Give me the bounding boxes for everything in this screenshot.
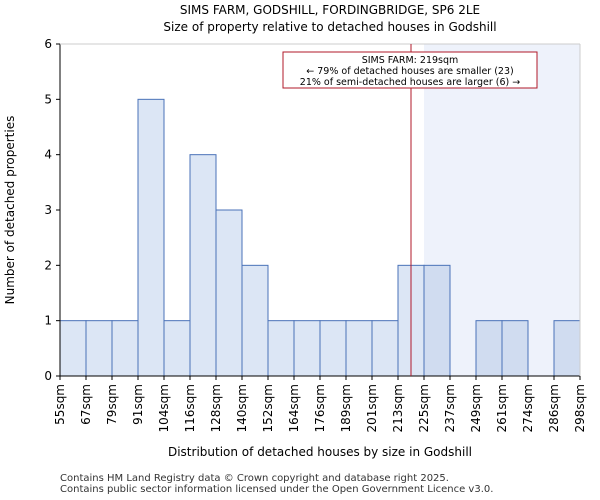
bar-91sqm xyxy=(137,98,165,377)
footer-line-1: Contains HM Land Registry data © Crown c… xyxy=(60,473,449,484)
annotation-line-3: 21% of semi-detached houses are larger (… xyxy=(300,77,520,88)
bar-104sqm xyxy=(163,320,191,377)
x-tick-label-274sqm: 274sqm xyxy=(521,384,535,432)
bar-201sqm xyxy=(371,320,399,377)
x-tick-label-164sqm: 164sqm xyxy=(287,384,301,432)
x-tick-label-286sqm: 286sqm xyxy=(547,384,561,432)
bar-67sqm xyxy=(85,320,113,377)
bar-225sqm xyxy=(423,264,451,377)
y-tick-label: 1 xyxy=(44,314,52,328)
x-tick-label-225sqm: 225sqm xyxy=(417,384,431,432)
x-tick-label-237sqm: 237sqm xyxy=(443,384,457,432)
bar-164sqm xyxy=(293,320,321,377)
y-tick-label: 3 xyxy=(44,203,52,217)
bar-116sqm xyxy=(189,154,217,377)
x-tick-label-213sqm: 213sqm xyxy=(391,384,405,432)
chart-title: SIMS FARM, GODSHILL, FORDINGBRIDGE, SP6 … xyxy=(180,3,480,17)
x-tick-label-67sqm: 67sqm xyxy=(79,384,93,425)
chart-subtitle: Size of property relative to detached ho… xyxy=(163,20,496,34)
x-tick-label-55sqm: 55sqm xyxy=(53,384,67,425)
bar-79sqm xyxy=(111,320,139,377)
annotation-line-2: ← 79% of detached houses are smaller (23… xyxy=(306,66,513,77)
y-tick-label: 5 xyxy=(44,92,52,106)
y-tick-label: 6 xyxy=(44,37,52,51)
x-tick-label-152sqm: 152sqm xyxy=(261,384,275,432)
y-tick-label: 0 xyxy=(44,369,52,383)
bar-55sqm xyxy=(59,320,87,377)
bar-261sqm xyxy=(501,320,529,377)
x-axis-label: Distribution of detached houses by size … xyxy=(168,445,472,459)
footer-line-2: Contains public sector information licen… xyxy=(60,484,494,495)
x-tick-label-79sqm: 79sqm xyxy=(105,384,119,425)
x-tick-label-104sqm: 104sqm xyxy=(157,384,171,432)
bar-189sqm xyxy=(345,320,373,377)
x-tick-label-116sqm: 116sqm xyxy=(183,384,197,432)
x-tick-label-128sqm: 128sqm xyxy=(209,384,223,432)
y-axis-label: Number of detached properties xyxy=(3,116,17,305)
bar-249sqm xyxy=(475,320,503,377)
annotation-line-1: SIMS FARM: 219sqm xyxy=(362,55,459,66)
bar-176sqm xyxy=(319,320,347,377)
x-tick-label-140sqm: 140sqm xyxy=(235,384,249,432)
annotation-box xyxy=(282,51,538,89)
bar-152sqm xyxy=(267,320,295,377)
bar-286sqm xyxy=(553,320,581,377)
y-tick-label: 4 xyxy=(44,148,52,162)
x-tick-label-298sqm: 298sqm xyxy=(573,384,587,432)
x-tick-label-201sqm: 201sqm xyxy=(365,384,379,432)
x-tick-label-249sqm: 249sqm xyxy=(469,384,483,432)
x-tick-label-261sqm: 261sqm xyxy=(495,384,509,432)
plot-area: 0 1 2 3 4 5 6 55sqm 67sqm 79sqm 91sqm 104sqm 116sqm 1… xyxy=(44,37,587,432)
bar-128sqm xyxy=(215,209,243,377)
x-tick-label-91sqm: 91sqm xyxy=(131,384,145,425)
bar-140sqm xyxy=(241,264,269,377)
y-tick-label: 2 xyxy=(44,258,52,272)
x-tick-label-176sqm: 176sqm xyxy=(313,384,327,432)
x-tick-label-189sqm: 189sqm xyxy=(339,384,353,432)
